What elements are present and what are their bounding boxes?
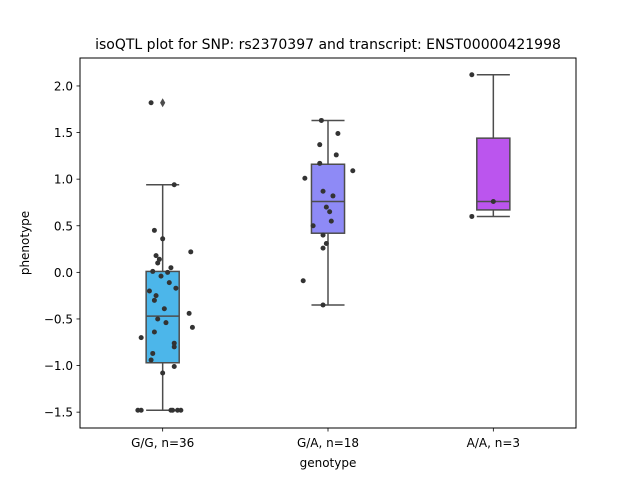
data-point bbox=[161, 306, 167, 312]
data-point bbox=[171, 344, 177, 350]
y-axis-label: phenotype bbox=[18, 211, 32, 275]
data-point bbox=[318, 117, 324, 123]
data-point bbox=[300, 278, 306, 284]
data-point bbox=[333, 152, 339, 158]
data-point bbox=[160, 370, 166, 376]
data-point bbox=[155, 316, 161, 322]
box-3 bbox=[476, 74, 511, 218]
data-point bbox=[151, 329, 157, 335]
data-point bbox=[186, 310, 192, 316]
data-point bbox=[168, 265, 174, 271]
box-body bbox=[310, 163, 346, 234]
data-point bbox=[151, 297, 157, 303]
x-tick-label: G/G, n=36 bbox=[131, 436, 194, 450]
data-point bbox=[146, 288, 152, 294]
data-point bbox=[323, 240, 329, 246]
data-point bbox=[490, 199, 496, 205]
data-point bbox=[323, 204, 329, 210]
boxes-layer bbox=[145, 74, 511, 412]
data-point bbox=[153, 293, 159, 299]
data-point bbox=[166, 280, 172, 286]
y-tick-label: 2.0 bbox=[54, 79, 73, 93]
box-2 bbox=[310, 119, 346, 306]
data-point bbox=[160, 236, 166, 242]
data-point bbox=[350, 168, 356, 174]
data-point bbox=[171, 182, 177, 188]
data-point bbox=[327, 209, 333, 215]
x-axis: G/G, n=36 G/A, n=18 A/A, n=3 bbox=[131, 428, 520, 450]
data-point bbox=[328, 218, 334, 224]
data-point bbox=[330, 193, 336, 199]
y-tick-label: 0.5 bbox=[54, 219, 73, 233]
data-point bbox=[469, 72, 475, 78]
data-point bbox=[170, 407, 176, 413]
data-point bbox=[302, 175, 308, 181]
data-point bbox=[178, 407, 184, 413]
x-tick-label: A/A, n=3 bbox=[467, 436, 520, 450]
data-point bbox=[171, 363, 177, 369]
y-tick-label: 1.0 bbox=[54, 173, 73, 187]
data-point bbox=[320, 302, 326, 308]
data-point bbox=[189, 324, 195, 330]
data-point bbox=[150, 350, 156, 356]
x-tick-label: G/A, n=18 bbox=[297, 436, 359, 450]
box-1 bbox=[145, 98, 180, 412]
outlier-marker bbox=[160, 98, 166, 108]
data-point bbox=[335, 130, 341, 136]
y-tick-label: −1.5 bbox=[44, 406, 73, 420]
data-point bbox=[469, 213, 475, 219]
data-point bbox=[138, 335, 144, 341]
data-point bbox=[173, 285, 179, 291]
data-point bbox=[320, 232, 326, 238]
data-point bbox=[320, 188, 326, 194]
data-point bbox=[138, 407, 144, 413]
y-tick-label: 1.5 bbox=[54, 126, 73, 140]
data-point bbox=[153, 253, 159, 259]
chart-title: isoQTL plot for SNP: rs2370397 and trans… bbox=[95, 37, 561, 53]
data-point bbox=[188, 249, 194, 255]
data-point bbox=[171, 340, 177, 346]
y-axis: −1.5 −1.0 −0.5 0.0 0.5 1.0 1.5 2.0 bbox=[44, 79, 80, 420]
data-point bbox=[158, 273, 164, 279]
y-tick-label: 0.0 bbox=[54, 266, 73, 280]
x-axis-label: genotype bbox=[300, 456, 357, 470]
data-point bbox=[310, 223, 316, 229]
data-point bbox=[151, 227, 157, 233]
data-point bbox=[317, 142, 323, 148]
data-point bbox=[156, 256, 162, 262]
y-tick-label: −1.0 bbox=[44, 359, 73, 373]
data-point bbox=[148, 100, 154, 106]
data-point bbox=[165, 269, 171, 275]
box-body bbox=[476, 137, 511, 211]
data-point bbox=[317, 160, 323, 166]
points-layer bbox=[135, 72, 496, 413]
data-point bbox=[150, 268, 156, 274]
data-point bbox=[163, 320, 169, 326]
data-point bbox=[155, 260, 161, 266]
data-point bbox=[320, 245, 326, 251]
data-point bbox=[148, 357, 154, 363]
y-tick-label: −0.5 bbox=[44, 312, 73, 326]
